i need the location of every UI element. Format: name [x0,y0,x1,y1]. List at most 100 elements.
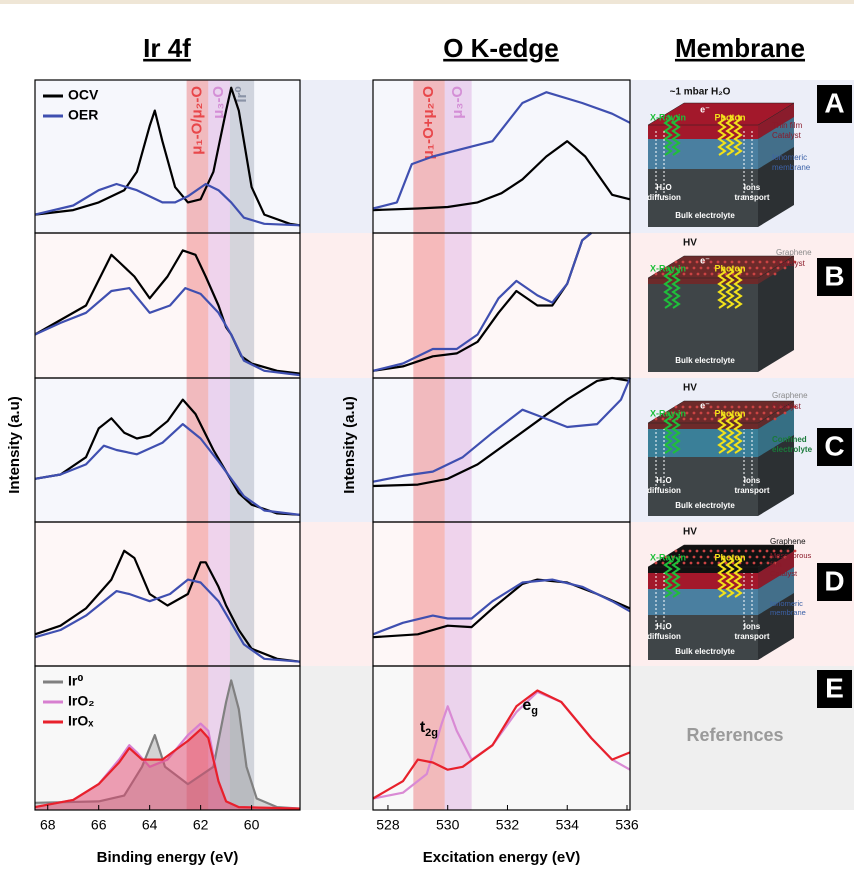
band [208,80,230,810]
graphene-dot [654,561,658,565]
membrane-label: Photon [715,112,746,122]
legend-label: Ir⁰ [68,673,83,689]
line [372,232,592,372]
beam [725,412,735,454]
annotation-text: t [420,719,426,736]
graphene-dot [661,417,665,421]
graphene-dot [710,272,714,276]
line [34,549,301,663]
graphene-dot [716,405,720,409]
graphene-dot [671,411,675,415]
membrane-label: Graphene [770,537,806,546]
line [34,728,301,810]
beam [663,267,673,309]
graphene-dot [709,405,713,409]
graphene-dot [765,405,769,409]
x-tick-label: 536 [615,817,639,833]
legend-label: OER [68,107,98,123]
beam [717,556,727,598]
membrane-label: H₂O [656,476,672,485]
graphene-dot [783,411,787,415]
membrane-label: References [686,725,783,745]
membrane-label: HV [683,238,697,249]
block-layer [648,278,758,284]
line [34,423,301,516]
beam [671,412,681,454]
beam [671,267,681,309]
membrane-label: X-Ray in [650,112,686,122]
graphene-dot [737,260,741,264]
panel-letter: D [824,565,844,596]
graphene-dot [762,266,766,270]
graphene-dot [699,411,703,415]
graphene-dot [723,260,727,264]
graphene-dot [751,549,755,553]
line [34,679,301,810]
graphene-dot [752,561,756,565]
graphene-dot [709,260,713,264]
panel-letter: B [824,260,844,291]
membrane-label: Bulk electrolyte [675,647,735,656]
annotation: t2g [420,719,438,739]
graphene-dot [759,561,763,565]
graphene-dot [779,405,783,409]
panel-letter-box [817,428,852,466]
membrane-label: Catalyst [776,259,806,268]
membrane-label: Graphene [776,248,812,257]
block-layer-side [758,407,794,457]
graphene-dot [745,272,749,276]
beam [733,412,743,454]
graphene-dot [755,555,759,559]
graphene-dot [713,555,717,559]
membrane-label: transport [734,632,769,641]
membrane-label: membrane [772,163,811,172]
beam [725,114,735,156]
graphene-dot [710,561,714,565]
membrane-label: e⁻ [700,104,710,114]
beam [717,267,727,309]
graphene-dot [759,417,763,421]
graphene-dot [730,405,734,409]
legend-label: OCV [68,87,99,103]
graphene-dot [752,272,756,276]
line [34,287,301,377]
panel-letter: C [824,430,844,461]
graphene-dot [671,266,675,270]
graphene-dot [692,555,696,559]
panel-letter: A [824,87,844,118]
graphene-dot [762,411,766,415]
graphene-dot [776,411,780,415]
x-tick-label: 528 [376,817,400,833]
x-tick-label: 532 [496,817,520,833]
graphene-dot [786,549,790,553]
graphene-dot [758,260,762,264]
graphene-dot [654,417,658,421]
graphene-dot [766,417,770,421]
graphene-dot [671,555,675,559]
graphene-dot [769,411,773,415]
graphene-dot [681,260,685,264]
graphene-dot [654,272,658,276]
block-side [758,256,794,372]
graphene-dot [793,260,797,264]
graphene-dot [713,266,717,270]
membrane-diagram [647,400,797,516]
graphene-dot [689,561,693,565]
graphene-dot [773,561,777,565]
graphene-dot [776,266,780,270]
line [372,377,632,483]
graphene-dot [793,405,797,409]
graphene-dot [724,272,728,276]
graphene-dot [661,561,665,565]
membrane-label: Ions [744,476,761,485]
x-axis-title: Binding energy (eV) [97,849,239,866]
graphene-dot [751,260,755,264]
membrane-label: HV [683,527,697,538]
legend-label: IrOₓ [68,713,94,729]
graphene-dot [681,549,685,553]
x-tick-label: 66 [91,817,107,833]
graphene-dot [769,555,773,559]
beam [671,556,681,598]
panel-letter-box [817,670,852,708]
graphene-dot [706,266,710,270]
